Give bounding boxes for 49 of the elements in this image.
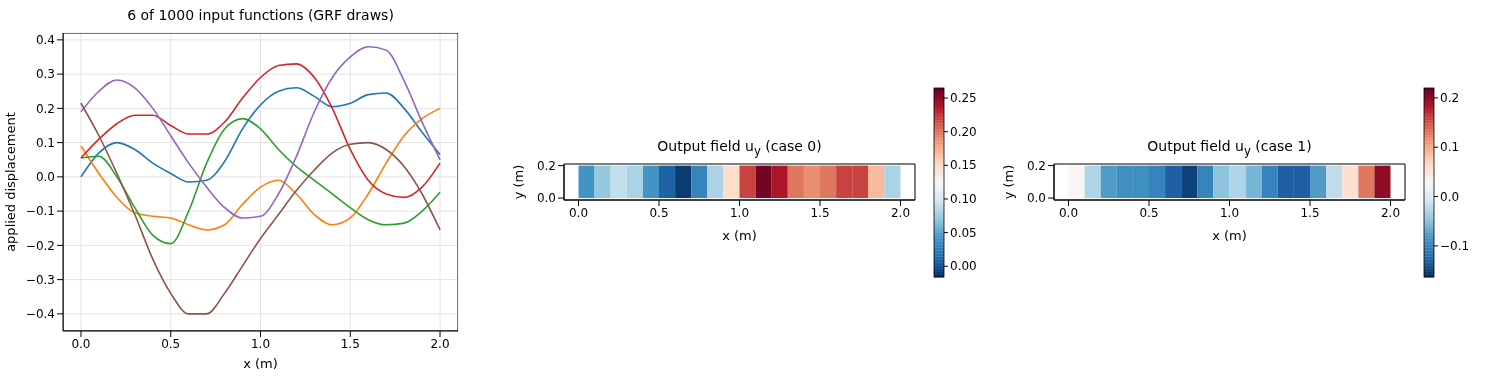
y-tick-label: −0.4 (25, 307, 55, 322)
y-tick-label: −0.3 (25, 272, 55, 287)
line-series (80, 107, 441, 231)
color-bar-label: 0.05 (950, 225, 977, 240)
color-bar-label: 0.25 (950, 91, 977, 106)
x-tick-label: 1.5 (810, 205, 830, 220)
x-axis-title: x (m) (722, 228, 757, 243)
x-axis-title: x (m) (1212, 228, 1247, 243)
x-tick-label: 0.5 (649, 205, 669, 220)
x-axis-title: x (m) (243, 356, 278, 371)
y-tick-label: 0.1 (35, 135, 55, 150)
x-tick-label: 0.5 (1139, 205, 1159, 220)
x-tick-label: 2.0 (890, 205, 911, 220)
color-bar-label: 0.15 (950, 158, 977, 173)
chart-title: 6 of 1000 input functions (GRF draws) (126, 7, 395, 23)
color-bar-label: −0.1 (1440, 238, 1470, 253)
y-tick-label: 0.2 (35, 101, 55, 116)
y-tick-label: −0.2 (25, 238, 55, 253)
x-tick-label: 0.5 (161, 336, 181, 351)
line-series (80, 63, 441, 199)
x-tick-label: 2.0 (1380, 205, 1401, 220)
chart-title: Output field u$_{y}$ (case 1) (1146, 138, 1313, 158)
x-tick-label: 0.0 (568, 205, 589, 220)
line-series (80, 102, 441, 315)
x-tick-label: 1.0 (250, 336, 271, 351)
y-axis-title: y (m) (510, 164, 526, 200)
x-tick-label: 1.5 (1300, 205, 1320, 220)
y-tick-label: 0.4 (35, 33, 55, 48)
x-tick-label: 1.0 (729, 205, 750, 220)
x-tick-label: 1.0 (1219, 205, 1240, 220)
color-bar-label: 0.10 (950, 191, 977, 206)
color-bar-label: 0.20 (950, 124, 977, 139)
color-bar-label: 0.2 (1440, 90, 1460, 105)
y-tick-label: 0.3 (35, 67, 55, 82)
color-bar-label: 0.1 (1440, 140, 1460, 155)
y-axis-title: applied displacement (2, 112, 18, 252)
x-tick-label: 2.0 (430, 336, 450, 351)
line-series (80, 117, 441, 245)
y-tick-label: −0.1 (25, 204, 55, 219)
chart-title: Output field u$_{y}$ (case 0) (656, 138, 823, 158)
x-tick-label: 0.0 (71, 336, 91, 351)
x-tick-label: 0.0 (1058, 205, 1079, 220)
color-bar-label: 0.0 (1440, 189, 1460, 204)
x-tick-label: 1.5 (340, 336, 360, 351)
line-series (80, 45, 441, 219)
color-bar-label: 0.00 (950, 259, 977, 274)
y-axis-title: y (m) (1000, 164, 1016, 200)
y-tick-label: 0.0 (35, 170, 55, 185)
line-series (80, 87, 441, 183)
